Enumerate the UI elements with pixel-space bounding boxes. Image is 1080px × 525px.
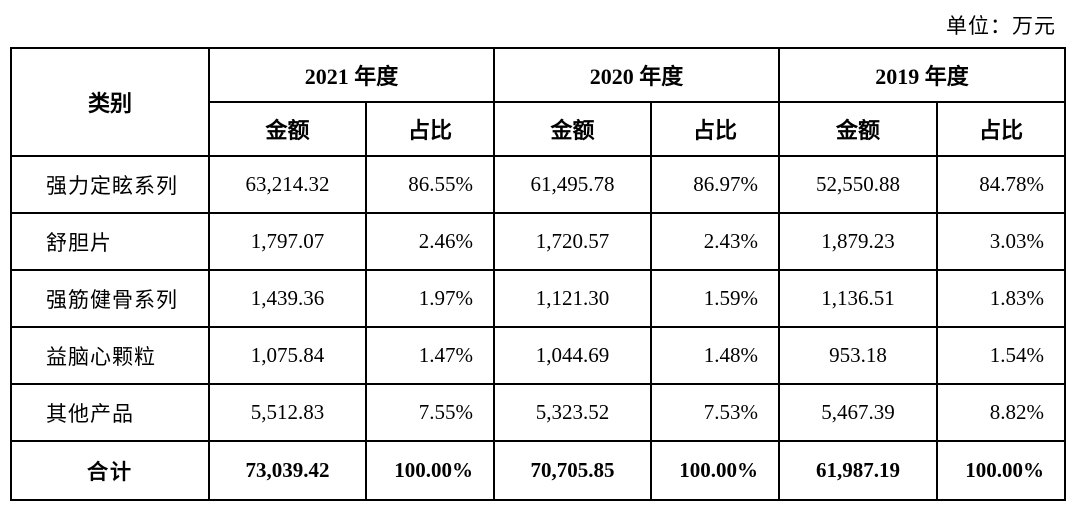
total-ratio: 100.00%	[650, 440, 781, 501]
cell-amount: 1,720.57	[493, 212, 653, 271]
cell-ratio: 1.59%	[650, 269, 781, 328]
ratio-header-2020: 占比	[650, 101, 781, 157]
amount-header-2020: 金额	[493, 101, 653, 157]
year-header-2021: 2021 年度	[207, 47, 496, 103]
table-row: 舒胆片 1,797.07 2.46% 1,720.57 2.43% 1,879.…	[10, 212, 1067, 271]
year-header-row: 类别 2021 年度 2020 年度 2019 年度	[10, 47, 1067, 157]
row-category: 其他产品	[10, 383, 210, 442]
row-category: 强力定眩系列	[10, 155, 210, 214]
year-header-2020: 2020 年度	[493, 47, 781, 103]
cell-amount: 1,121.30	[493, 269, 653, 328]
total-amount: 73,039.42	[208, 440, 367, 501]
table-row: 益脑心颗粒 1,075.84 1.47% 1,044.69 1.48% 953.…	[10, 326, 1067, 385]
subheader-row: 金额 占比 金额 占比 金额 占比	[11, 101, 1067, 157]
cell-ratio: 1.48%	[650, 326, 781, 385]
cell-ratio: 1.47%	[364, 326, 496, 385]
total-ratio: 100.00%	[936, 440, 1067, 501]
cell-amount: 1,879.23	[778, 212, 939, 271]
revenue-by-category-table: 类别 2021 年度 2020 年度 2019 年度 金额 占比 金额 占比 金…	[10, 47, 1067, 501]
cell-ratio: 1.97%	[364, 269, 496, 328]
cell-ratio: 86.55%	[364, 155, 496, 214]
ratio-header-2019: 占比	[936, 101, 1067, 157]
cell-amount: 5,467.39	[778, 383, 939, 442]
year-header-2019: 2019 年度	[778, 47, 1067, 103]
total-label: 合计	[10, 440, 210, 501]
amount-header-2021: 金额	[208, 101, 367, 157]
amount-header-2019: 金额	[778, 101, 939, 157]
cell-amount: 1,797.07	[208, 212, 367, 271]
table-row: 强力定眩系列 63,214.32 86.55% 61,495.78 86.97%…	[10, 155, 1067, 214]
cell-amount: 52,550.88	[778, 155, 939, 214]
total-amount: 70,705.85	[493, 440, 653, 501]
cell-ratio: 8.82%	[936, 383, 1067, 442]
row-category: 强筋健骨系列	[10, 269, 210, 328]
cell-amount: 1,044.69	[493, 326, 653, 385]
cell-ratio: 1.54%	[936, 326, 1067, 385]
total-ratio: 100.00%	[364, 440, 496, 501]
cell-ratio: 3.03%	[936, 212, 1067, 271]
cell-amount: 1,136.51	[778, 269, 939, 328]
cell-amount: 5,512.83	[208, 383, 367, 442]
ratio-header-2021: 占比	[364, 101, 496, 157]
cell-amount: 63,214.32	[208, 155, 367, 214]
unit-label: 单位：万元	[946, 14, 1056, 38]
cell-ratio: 2.43%	[650, 212, 781, 271]
cell-amount: 1,075.84	[208, 326, 367, 385]
cell-ratio: 7.53%	[650, 383, 781, 442]
cell-amount: 1,439.36	[208, 269, 367, 328]
table-row: 强筋健骨系列 1,439.36 1.97% 1,121.30 1.59% 1,1…	[10, 269, 1067, 328]
total-row: 合计 73,039.42 100.00% 70,705.85 100.00% 6…	[10, 440, 1067, 501]
category-column-header: 类别	[10, 47, 210, 157]
cell-ratio: 84.78%	[936, 155, 1067, 214]
total-amount: 61,987.19	[778, 440, 939, 501]
cell-ratio: 86.97%	[650, 155, 781, 214]
row-category: 益脑心颗粒	[10, 326, 210, 385]
cell-ratio: 2.46%	[364, 212, 496, 271]
cell-amount: 5,323.52	[493, 383, 653, 442]
cell-ratio: 1.83%	[936, 269, 1067, 328]
row-category: 舒胆片	[10, 212, 210, 271]
cell-ratio: 7.55%	[364, 383, 496, 442]
cell-amount: 61,495.78	[493, 155, 653, 214]
cell-amount: 953.18	[778, 326, 939, 385]
table-row: 其他产品 5,512.83 7.55% 5,323.52 7.53% 5,467…	[10, 383, 1067, 442]
